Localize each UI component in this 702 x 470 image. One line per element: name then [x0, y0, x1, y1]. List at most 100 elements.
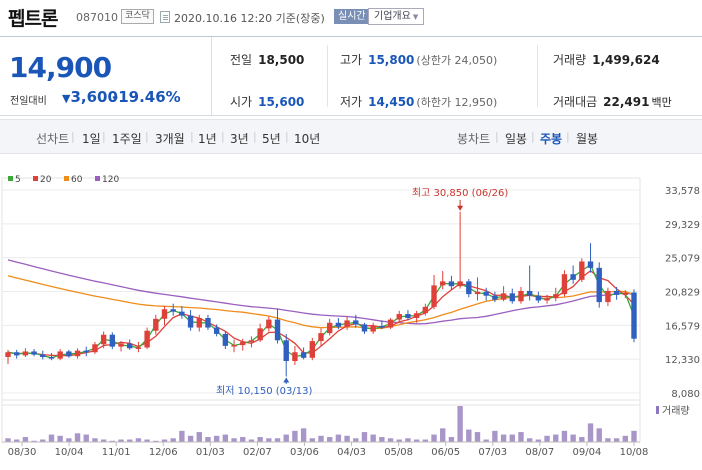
- volume-bar: [74, 433, 81, 442]
- x-tick-label: 11/01: [102, 447, 131, 458]
- price-change: ▼3,600: [62, 88, 118, 106]
- stat-low: 저가 14,450 (하한가 12,950): [340, 93, 497, 110]
- down-triangle-icon: ▼: [62, 92, 71, 105]
- candle-body: [300, 352, 307, 358]
- candle-body: [153, 318, 159, 331]
- legend-swatch: [64, 176, 69, 181]
- tab-1-year[interactable]: 1년: [198, 132, 217, 146]
- company-overview-dropdown[interactable]: 기업개요 ▼: [368, 8, 425, 25]
- volume-bar: [22, 437, 29, 442]
- volume-bar: [109, 440, 116, 442]
- stat-label: 전일: [230, 53, 253, 67]
- candle-body: [587, 261, 594, 268]
- candle-body: [422, 306, 429, 314]
- x-tick-label: 09/04: [573, 447, 602, 458]
- y-tick-label: 25,079: [665, 254, 700, 265]
- volume-bar: [587, 423, 594, 442]
- volume-bar: [309, 438, 316, 442]
- volume-bar: [622, 435, 629, 442]
- volume-bar: [422, 439, 429, 442]
- volume-legend-swatch: [656, 406, 659, 414]
- volume-bar: [196, 432, 202, 442]
- candle-body: [170, 309, 176, 312]
- stock-name: 펩트론: [8, 8, 58, 30]
- volume-bar: [361, 432, 368, 442]
- candle-body: [370, 325, 376, 332]
- tab-3-months[interactable]: 3개월: [155, 132, 185, 146]
- volume-bar: [483, 439, 489, 442]
- candle-body: [353, 320, 359, 325]
- candlestick-chart[interactable]: 33,578 29,329 25,079 20,829 16,579 12,330 8,08…: [0, 170, 702, 470]
- stat-value: 15,800: [368, 53, 415, 67]
- candle-body: [483, 291, 489, 296]
- candle-body: [283, 340, 289, 361]
- volume-bar: [561, 430, 568, 442]
- volume-bar: [161, 439, 168, 442]
- tab-daily-candle[interactable]: 일봉: [505, 132, 528, 146]
- candle-body: [213, 327, 220, 334]
- divider: |: [145, 130, 149, 143]
- volume-bar: [457, 406, 463, 442]
- volume-bar: [231, 438, 237, 442]
- volume-bar: [92, 438, 98, 442]
- candle-body: [266, 319, 272, 329]
- candle-body: [622, 292, 629, 295]
- legend-label: 60: [71, 175, 83, 185]
- stat-value: 14,450: [368, 95, 415, 109]
- tab-10-years[interactable]: 10년: [294, 132, 321, 146]
- realtime-button[interactable]: 실시간: [334, 9, 370, 24]
- y-tick-label: 16,579: [665, 321, 700, 332]
- candle-body: [205, 318, 211, 328]
- volume-bar: [544, 435, 550, 442]
- candle-body: [344, 320, 350, 327]
- candle-body: [161, 309, 168, 319]
- ma60-line: [7, 275, 635, 330]
- x-tick-label: 08/07: [525, 447, 554, 458]
- tab-1-day[interactable]: 1일: [82, 132, 101, 146]
- volume-bar: [526, 438, 533, 442]
- stat-prev-close: 전일 18,500: [230, 51, 304, 68]
- volume-bar: [387, 438, 394, 442]
- candle-body: [13, 352, 20, 356]
- candle-body: [292, 352, 298, 361]
- candle-body: [518, 290, 524, 302]
- candle-body: [553, 294, 559, 299]
- tab-1-week[interactable]: 1주일: [112, 132, 142, 146]
- divider: |: [285, 130, 289, 143]
- candle-body: [240, 341, 246, 346]
- lower-limit: (하한가 12,950): [416, 96, 498, 109]
- candle-body: [100, 334, 107, 345]
- tab-3-years[interactable]: 3년: [230, 132, 249, 146]
- tab-monthly-candle[interactable]: 월봉: [576, 132, 599, 146]
- candle-body: [326, 322, 333, 334]
- low-arrow-head: [283, 377, 290, 383]
- volume-bar: [300, 428, 307, 442]
- candle-body: [179, 311, 185, 316]
- volume-bar: [66, 438, 72, 442]
- volume-bar: [266, 438, 272, 442]
- tab-5-years[interactable]: 5년: [262, 132, 281, 146]
- stat-value: 15,600: [258, 95, 305, 109]
- volume-bar: [509, 434, 515, 442]
- price-chart[interactable]: 33,578 29,329 25,079 20,829 16,579 12,330 8,08…: [0, 170, 702, 470]
- stat-amount: 거래대금 22,491 백만: [553, 93, 672, 110]
- candle-body: [492, 295, 498, 300]
- candle-body: [613, 290, 620, 295]
- tab-weekly-candle[interactable]: 주봉: [540, 132, 563, 146]
- candle-body: [361, 324, 368, 332]
- x-tick-label: 08/30: [8, 447, 37, 458]
- document-icon: [160, 11, 170, 23]
- candle-body: [127, 343, 133, 349]
- stat-label: 고가: [340, 53, 363, 67]
- candle-body: [257, 328, 263, 341]
- volume-bar: [379, 437, 385, 442]
- market-badge: 코스닥: [121, 9, 154, 24]
- divider: [537, 45, 538, 107]
- candle-body: [92, 344, 98, 353]
- candle-body: [413, 313, 420, 319]
- volume-bar: [5, 438, 11, 442]
- candle-body: [605, 290, 611, 303]
- candle-body: [579, 261, 585, 280]
- volume-bar: [613, 438, 620, 442]
- volume-bar: [596, 428, 602, 442]
